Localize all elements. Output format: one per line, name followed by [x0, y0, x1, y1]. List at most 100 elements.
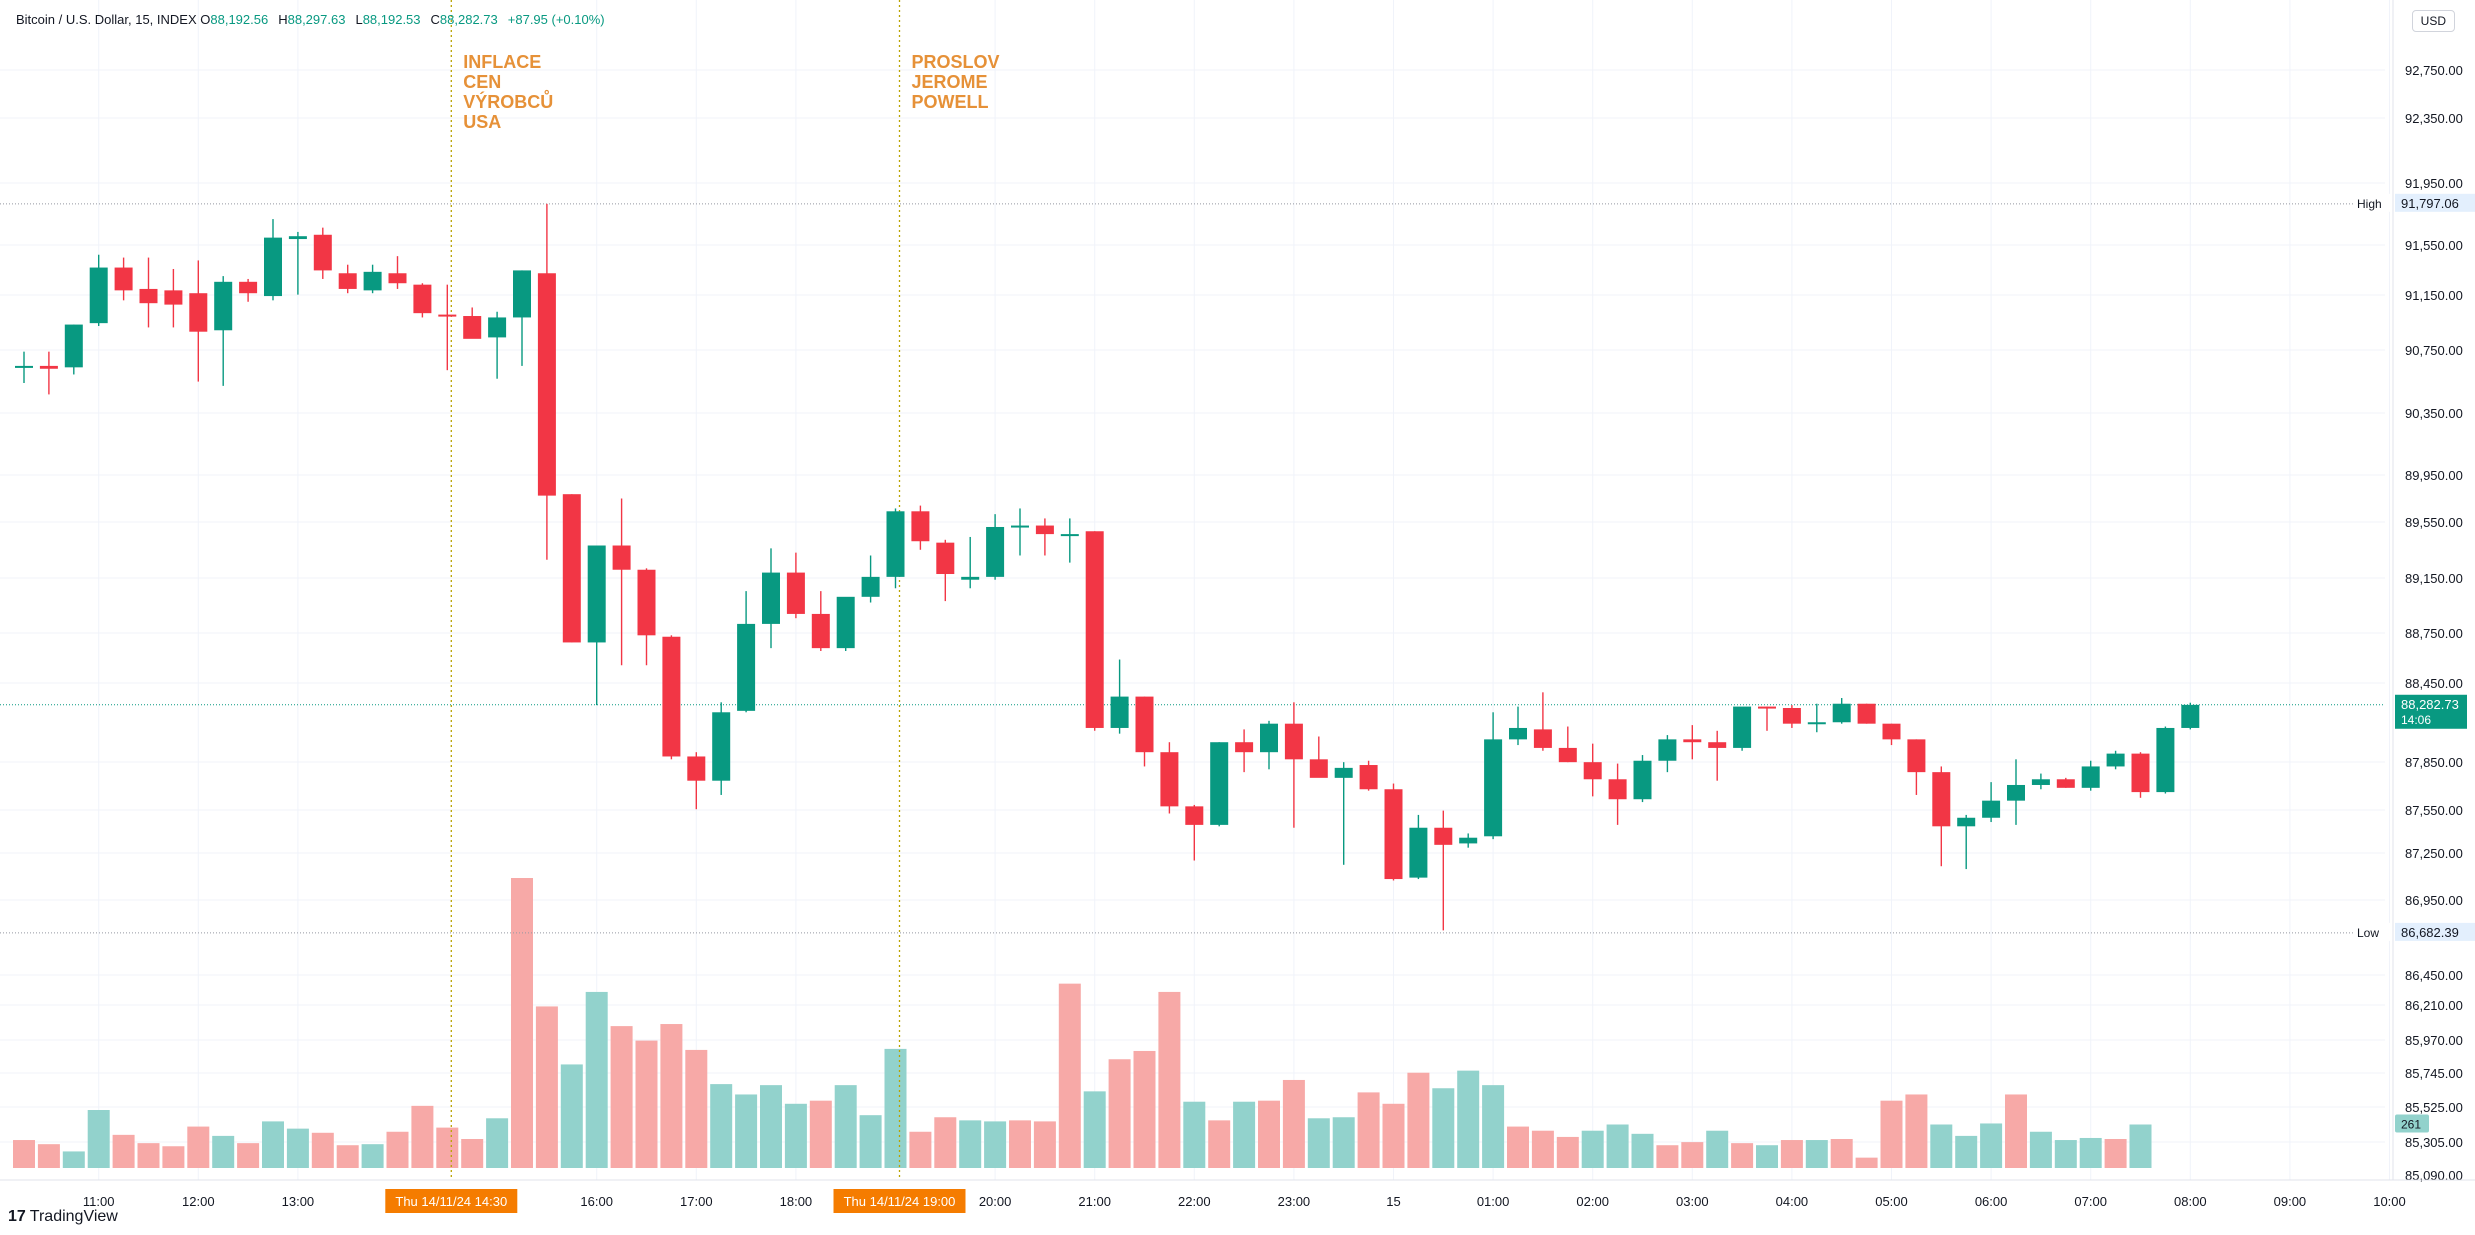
high-label: H	[278, 12, 288, 27]
volume-bar	[1083, 1091, 1106, 1168]
price-tick-label: 88,450.00	[2405, 676, 2463, 691]
candle-up	[15, 365, 33, 368]
volume-bar	[1631, 1133, 1654, 1168]
volume-bar	[1009, 1120, 1031, 1168]
candle-up	[961, 576, 980, 580]
volume-bar	[1307, 1118, 1330, 1168]
time-tick-label: 01:00	[1477, 1194, 1510, 1209]
price-tick-label: 91,950.00	[2405, 176, 2463, 191]
volume-bar	[262, 1121, 284, 1168]
volume-bar	[760, 1085, 782, 1168]
time-tick-label: 20:00	[979, 1194, 1012, 1209]
volume-bar	[1382, 1103, 1405, 1168]
time-tick-label: 02:00	[1576, 1194, 1609, 1209]
price-axis[interactable]: 92,750.00 92,350.00 91,950.00 91,550.00 91,1…	[2392, 0, 2475, 1183]
high-label-bg	[2353, 193, 2393, 212]
volume-bar	[1805, 1140, 1828, 1168]
candle-up	[986, 526, 1005, 577]
volume-bar	[1158, 991, 1181, 1168]
volume-bar	[1282, 1079, 1305, 1168]
candle-down	[612, 545, 631, 570]
candle-down	[413, 284, 432, 314]
price-tick-label: 85,745.00	[2405, 1066, 2463, 1081]
candle-down	[1085, 531, 1104, 728]
candle-down	[139, 288, 158, 304]
volume-bar	[62, 1151, 85, 1168]
low-label: Low	[2357, 926, 2379, 940]
currency-button[interactable]: USD	[2411, 10, 2455, 32]
volume-bar	[1208, 1120, 1231, 1168]
volume-last-label: 261	[2401, 1118, 2421, 1132]
volume-bar	[311, 1132, 334, 1168]
price-tick-label: 86,450.00	[2405, 968, 2463, 983]
event-label-line: PROSLOV	[912, 52, 1000, 72]
volume-bar	[1855, 1157, 1878, 1168]
volume-bar	[1108, 1059, 1131, 1168]
volume-bar	[2005, 1094, 2027, 1168]
candle-down	[537, 273, 556, 496]
candle-down	[1434, 827, 1453, 845]
volume-bar	[535, 1006, 558, 1168]
volume-bar	[1955, 1135, 1978, 1168]
price-tick-label: 85,305.00	[2405, 1135, 2463, 1150]
volume-bar	[2079, 1137, 2102, 1168]
price-tick-label: 92,350.00	[2405, 111, 2463, 126]
candle-up	[886, 511, 905, 577]
time-tick-label: 08:00	[2174, 1194, 2207, 1209]
candle-up	[2007, 784, 2025, 801]
candle-down	[1533, 729, 1552, 748]
volume-bar	[1606, 1124, 1629, 1168]
volume-bar	[1780, 1140, 1803, 1168]
volume-bar	[934, 1117, 957, 1168]
candle-up	[64, 324, 83, 368]
volume-bar	[585, 991, 608, 1168]
price-tick-label: 88,750.00	[2405, 626, 2463, 641]
volume-bar	[784, 1103, 807, 1168]
volume-bar	[1880, 1100, 1903, 1168]
high-value-label: 91,797.06	[2401, 196, 2459, 211]
candle-down	[114, 267, 133, 291]
candle-up	[2106, 753, 2125, 767]
candle-down	[936, 542, 955, 575]
price-tick-label: 91,150.00	[2405, 288, 2463, 303]
candle-down	[313, 234, 332, 271]
volume-bar	[212, 1135, 235, 1168]
event-label-line: CEN	[463, 72, 501, 92]
volume-bar	[1507, 1126, 1529, 1168]
volume-bar	[2129, 1124, 2152, 1168]
volume-bar	[2054, 1140, 2077, 1168]
tradingview-logo[interactable]: 17 TradingView	[8, 1208, 118, 1226]
countdown-label: 14:06	[2401, 713, 2431, 727]
volume-bar	[486, 1118, 509, 1168]
candle-up	[1832, 703, 1851, 723]
candlesticks	[15, 203, 2200, 931]
candle-up	[861, 576, 880, 597]
candle-up	[1509, 727, 1527, 740]
time-tick-label: 15	[1386, 1194, 1400, 1209]
chart-legend: Bitcoin / U.S. Dollar, 15, INDEX O88,192…	[16, 12, 605, 27]
time-tick-label: 22:00	[1178, 1194, 1211, 1209]
event-time-badge	[833, 1189, 966, 1213]
volume-bar	[336, 1145, 359, 1168]
price-tick-label: 87,250.00	[2405, 846, 2463, 861]
event-time-label: Thu 14/11/24 14:30	[395, 1194, 507, 1209]
volume-bar	[286, 1128, 309, 1168]
open-label: O	[200, 12, 211, 27]
candle-up	[1334, 767, 1353, 778]
close-label: C	[430, 12, 440, 27]
candle-down	[811, 613, 830, 649]
candle-down	[1384, 789, 1403, 880]
symbol-name: Bitcoin / U.S. Dollar, 15, INDEX	[16, 12, 197, 27]
candle-up	[1459, 837, 1478, 844]
candle-down	[1932, 772, 1951, 827]
price-tick-label: 87,550.00	[2405, 803, 2463, 818]
price-tick-label: 85,090.00	[2405, 1168, 2463, 1183]
high-value: 88,297.63	[287, 12, 346, 27]
volume-bar	[1133, 1050, 1156, 1168]
volume-bar	[386, 1131, 409, 1168]
volume-bar	[37, 1144, 60, 1168]
volume-bar	[635, 1040, 658, 1168]
volume-bar	[2104, 1139, 2127, 1168]
time-axis[interactable]: 11:00 12:00 13:00 16:00 17:00 18:00 20:00 21:00…	[0, 1179, 2475, 1213]
